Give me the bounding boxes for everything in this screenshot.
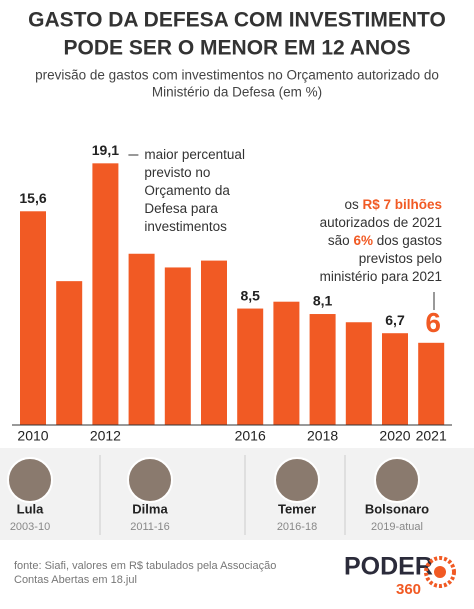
president-photo (127, 457, 173, 503)
annotation-part: ministério para 2021 (320, 269, 442, 284)
president-name: Lula (17, 501, 44, 516)
value-label: 15,6 (19, 190, 46, 206)
president-name: Dilma (132, 501, 168, 516)
annotation: investimentos (144, 219, 227, 234)
annotation-part: os (344, 197, 362, 212)
source: fonte: Siafi, valores em R$ tabulados pe… (14, 560, 276, 572)
annotation: autorizados de 2021 (320, 215, 442, 230)
annotation: previsto no (144, 165, 210, 180)
annotation-part: maior percentual (144, 147, 245, 162)
logo-mark (424, 556, 456, 588)
source: Contas Abertas em 18.jul (14, 574, 137, 586)
value-label: 6,7 (385, 312, 405, 328)
x-tick-label: 2010 (17, 428, 48, 444)
annotation: Defesa para (144, 201, 218, 216)
annotation-part: são (328, 233, 354, 248)
bar (382, 333, 408, 425)
chart-title: PODE SER O MENOR EM 12 ANOS (64, 37, 411, 60)
president-period: 2003-10 (10, 521, 50, 533)
annotation-part: dos gastos (373, 233, 442, 248)
president-period: 2016-18 (277, 521, 317, 533)
subtitle: Ministério da Defesa (em %) (152, 85, 322, 100)
bar (20, 211, 46, 425)
president-name: Bolsonaro (365, 501, 429, 516)
logo: 360 (396, 581, 421, 598)
bar (201, 260, 227, 425)
president-period: 2011-16 (130, 521, 170, 533)
bar (128, 253, 155, 425)
annotation: Orçamento da (144, 183, 230, 198)
annotation-part: previsto no (144, 165, 210, 180)
bar (418, 342, 445, 425)
president-photo (274, 457, 320, 503)
bar (309, 314, 336, 425)
value-label: 8,1 (313, 293, 333, 309)
logo: PODER (344, 553, 433, 581)
x-tick-label: 2018 (307, 428, 338, 444)
annotation-part: investimentos (144, 219, 227, 234)
x-tick-label: 2021 (416, 428, 447, 444)
value-label: 19,1 (92, 142, 119, 158)
annotation: maior percentual (144, 147, 245, 162)
bar (237, 308, 264, 425)
value-label: 6 (425, 307, 441, 338)
bar (273, 301, 300, 425)
x-tick-label: 2012 (90, 428, 121, 444)
president-photo (7, 457, 53, 503)
bar (164, 267, 191, 425)
annotation: são 6% dos gastos (328, 233, 442, 248)
annotation: previstos pelo (359, 251, 442, 266)
value-label: 8,5 (240, 287, 260, 303)
annotation-part: 6% (353, 233, 373, 248)
bar (345, 322, 372, 425)
president-name: Temer (278, 501, 316, 516)
president-photo (374, 457, 420, 503)
annotation-part: Orçamento da (144, 183, 230, 198)
x-tick-label: 2020 (379, 428, 410, 444)
logo-mark (434, 566, 446, 578)
annotation: ministério para 2021 (320, 269, 442, 284)
subtitle: previsão de gastos com investimentos no … (35, 68, 439, 83)
annotation-part: autorizados de 2021 (320, 215, 442, 230)
annotation-part: R$ 7 bilhões (362, 197, 442, 212)
chart-title: GASTO DA DEFESA COM INVESTIMENTO (28, 9, 446, 32)
x-tick-label: 2016 (235, 428, 266, 444)
annotation-part: Defesa para (144, 201, 218, 216)
annotation: os R$ 7 bilhões (344, 197, 442, 212)
bar (92, 163, 119, 425)
president-period: 2019-atual (371, 521, 423, 533)
annotation-part: previstos pelo (359, 251, 442, 266)
bar (56, 281, 83, 425)
